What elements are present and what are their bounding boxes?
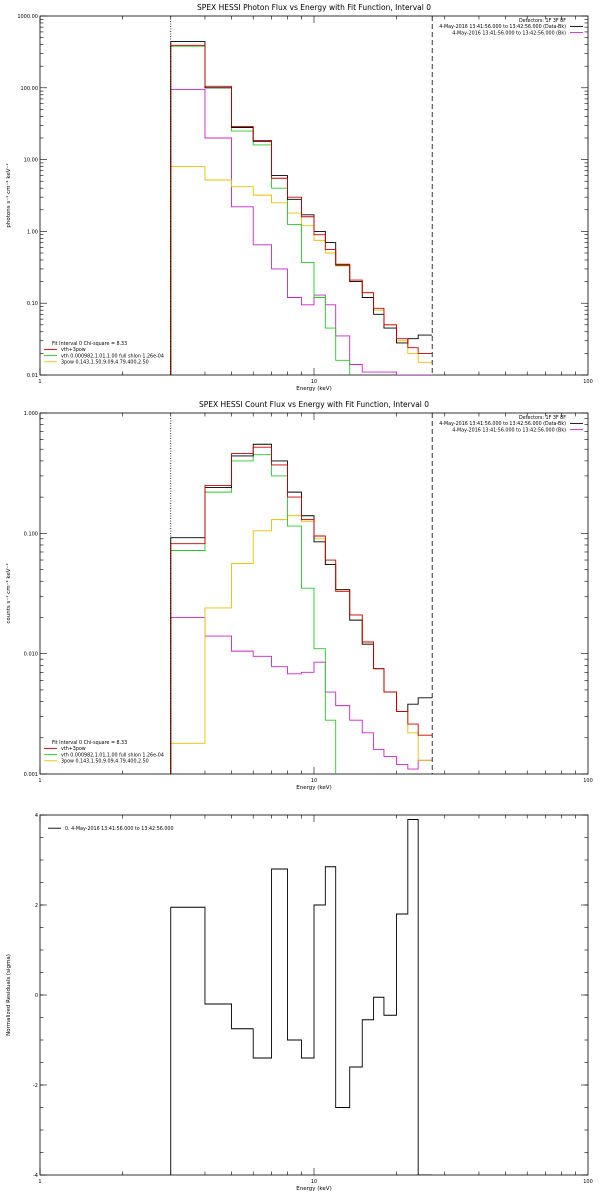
y-axis-label: photons s⁻¹ cm⁻² keV⁻¹ <box>5 163 12 227</box>
plot-frame <box>39 15 589 376</box>
y-tick-label: 0.01 <box>27 373 38 379</box>
x-tick-label: 10 <box>311 379 317 385</box>
series-total <box>170 446 433 774</box>
y-tick-label: 0 <box>35 993 38 999</box>
legend-top-entry: 4-May-2016 13:41:56.000 to 13:42:56.000 … <box>452 427 566 433</box>
x-tick-label: 10 <box>311 778 317 784</box>
y-tick-label: 0.100 <box>24 531 38 537</box>
series-data <box>170 443 433 774</box>
x-tick-label: 100 <box>583 379 593 385</box>
x-tick-label: 10 <box>311 1179 317 1185</box>
legend-bottom-entry: Fit Interval 0 Chi-square = 8.33 <box>52 740 127 746</box>
y-tick-label: 1.000 <box>24 411 38 417</box>
chart-title: SPEX HESSI Count Flux vs Energy with Fit… <box>199 400 429 409</box>
y-tick-label: 2 <box>35 903 38 909</box>
series-data <box>170 819 433 1175</box>
legend-bottom-entry: Fit Interval 0 Chi-square = 8.33 <box>52 341 127 347</box>
x-tick-label: 100 <box>583 778 593 784</box>
x-axis-label: Energy (keV) <box>296 386 331 392</box>
y-tick-label: 0.010 <box>24 652 38 658</box>
legend-bottom-entry: vth+3pow <box>61 347 86 353</box>
legend-bottom-entry: 3pow 0.143,1.50,9.09,4.79,400,2.50 <box>61 759 149 765</box>
y-tick-label: -2 <box>33 1083 38 1089</box>
series-group <box>170 443 433 774</box>
legend-bottom-entry: vth+3pow <box>61 746 86 752</box>
y-tick-label: 10.00 <box>24 158 38 164</box>
x-axis-label: Energy (keV) <box>296 785 331 791</box>
series-group <box>170 41 433 375</box>
legend-top-entry: 4-May-2016 13:41:56.000 to 13:42:56.000 … <box>439 421 566 427</box>
chart-panel-2: SPEX HESSI Count Flux vs Energy with Fit… <box>5 400 593 791</box>
legend-top-entry: Detectors: 1F 3F 8F <box>519 415 566 421</box>
legend-bottom-entry: vth 0.000982,1.01,1.00 full shlon 1.26e-… <box>61 353 164 359</box>
legend-entry: 0. 4-May-2016 13:41:56.000 to 13:42:56.0… <box>65 826 174 832</box>
x-tick-label: 1 <box>38 379 41 385</box>
y-tick-label: 1000.00 <box>17 14 38 20</box>
chart-title: SPEX HESSI Photon Flux vs Energy with Fi… <box>197 3 431 12</box>
chart-panel-3: 1 10 100 Energy (keV) -4 -2 0 2 4 Normalized Resi… <box>6 813 593 1192</box>
legend-top-entry: 4-May-2016 13:41:56.000 to 13:42:56.000 … <box>452 30 566 36</box>
y-tick-label: 0.10 <box>27 301 38 307</box>
y-tick-label: 4 <box>35 813 38 819</box>
legend-top-entry: Detectors: 1F 3F 8F <box>519 18 566 24</box>
legend-bottom-entry: vth 0.000982,1.01,1.00 full shlon 1.26e-… <box>61 752 164 758</box>
chart-panel-1: SPEX HESSI Photon Flux vs Energy with Fi… <box>5 3 593 392</box>
y-axis-label: Normalized Residuals (sigma) <box>6 954 12 1036</box>
x-tick-label: 1 <box>38 778 41 784</box>
series-total <box>170 44 433 375</box>
x-tick-label: 100 <box>583 1179 593 1185</box>
series-bk <box>170 616 433 774</box>
series-group <box>170 819 433 1175</box>
y-tick-label: -4 <box>33 1173 38 1179</box>
y-axis-label: counts s⁻¹ cm⁻² keV⁻¹ <box>5 563 12 623</box>
legend-bottom-entry: 3pow 0.143,1.50,9.09,4.79,400,2.50 <box>61 360 149 366</box>
x-tick-label: 1 <box>38 1179 41 1185</box>
y-tick-label: 1.00 <box>27 229 38 235</box>
x-axis-label: Energy (keV) <box>296 1186 331 1192</box>
legend-top-entry: 4-May-2016 13:41:56.000 to 13:42:56.000 … <box>439 24 566 30</box>
y-tick-label: 0.001 <box>24 772 38 778</box>
y-tick-label: 100.00 <box>21 86 39 92</box>
